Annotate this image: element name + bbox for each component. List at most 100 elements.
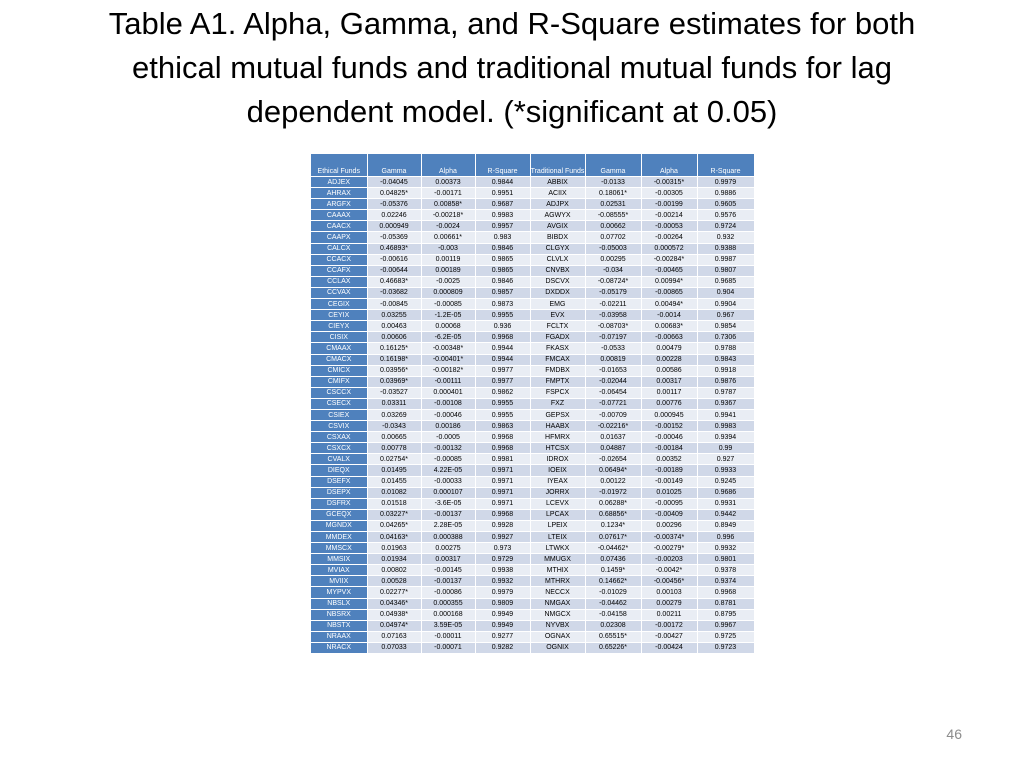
table-cell: 0.00994* — [641, 275, 698, 288]
table-cell: -0.03958 — [585, 309, 642, 321]
ethical-fund-cell: CSIEX — [311, 408, 368, 421]
table-cell: 0.9886 — [697, 187, 755, 199]
table-cell: 0.9979 — [475, 586, 531, 599]
table-cell: 0.46893* — [367, 242, 422, 255]
table-row: CSCCX -0.03527 0.000401 0.9862 FSPCX -0.06454… — [311, 386, 755, 399]
table-row: CMACX 0.16198* -0.00401* 0.9944 FMCAX 0.00819… — [311, 353, 755, 366]
table-cell: -0.00663 — [641, 331, 698, 343]
table-cell: 0.01495 — [367, 464, 422, 477]
table-cell: -0.07721 — [585, 397, 642, 410]
table-cell: -0.0014 — [641, 309, 698, 321]
ethical-fund-cell: CSXCX — [311, 442, 368, 454]
table-cell: 0.01025 — [641, 486, 698, 499]
table-cell: 0.9367 — [697, 397, 755, 410]
table-row: NBSTX 0.04974* 3.59E-05 0.9949 NYVBX 0.02308-… — [311, 619, 755, 632]
table-row: GCEQX 0.03227* -0.00137 0.9968 LPCAX 0.68856*… — [311, 508, 755, 521]
table-cell: FMDBX — [530, 364, 586, 377]
table-row: CEYIX 0.03255 -1.2E-05 0.9955 EVX -0.03958 -0.… — [311, 309, 755, 321]
table-cell: -0.05179 — [585, 286, 642, 299]
table-cell: 0.996 — [697, 530, 755, 543]
table-cell: 0.00186 — [421, 420, 476, 432]
ethical-fund-cell: DSFRX — [311, 497, 368, 510]
table-cell: 0.00661* — [421, 231, 476, 244]
ethical-fund-cell: MMSCX — [311, 542, 368, 554]
table-cell: 0.01934 — [367, 553, 422, 565]
table-cell: 0.00665 — [367, 431, 422, 443]
table-cell: HAABX — [530, 420, 586, 432]
table-cell: FMPTX — [530, 375, 586, 388]
table-cell: 0.8781 — [697, 597, 755, 610]
table-cell: OGNIX — [530, 641, 586, 654]
table-cell: -0.00401* — [421, 353, 476, 366]
table-cell: -0.0042* — [641, 564, 698, 576]
table-cell: 0.9971 — [475, 464, 531, 477]
ethical-fund-cell: NBSRX — [311, 608, 368, 621]
table-cell: 0.9788 — [697, 342, 755, 354]
table-cell: -0.00132 — [421, 442, 476, 454]
table-cell: 0.9967 — [697, 619, 755, 632]
ethical-fund-cell: CCLAX — [311, 275, 368, 288]
table-row: MGNDX 0.04265* 2.28E-05 0.9928 LPEIX 0.1234* 0… — [311, 519, 755, 532]
table-cell: 0.9378 — [697, 564, 755, 576]
table-cell: 3.59E-05 — [421, 619, 476, 632]
table-row: MVIAX 0.00802 -0.00145 0.9938 MTHIX 0.1459* -0… — [311, 564, 755, 576]
table-cell: 0.14662* — [585, 575, 642, 587]
table-cell: 0.04346* — [367, 597, 422, 610]
table-cell: 0.9928 — [475, 519, 531, 532]
column-header: R-Square — [697, 154, 755, 177]
table-cell: 0.973 — [475, 542, 531, 554]
table-cell: 0.000572 — [641, 242, 698, 255]
table-cell: -0.00071 — [421, 641, 476, 654]
table-row: CAACX 0.000949 -0.0024 0.9957 AVGIX 0.00662 -0… — [311, 220, 755, 232]
table-cell: 0.9968 — [475, 431, 531, 443]
table-cell: -0.00424 — [641, 641, 698, 654]
table-cell: 0.07163 — [367, 630, 422, 643]
ethical-fund-cell: MMDEX — [311, 530, 368, 543]
table-cell: 0.9968 — [475, 508, 531, 521]
table-cell: GEPSX — [530, 408, 586, 421]
table-cell: 0.02277* — [367, 586, 422, 599]
table-cell: NMGCX — [530, 608, 586, 621]
table-row: CCAFX -0.00644 0.00189 0.9865 CNVBX -0.034 -0.… — [311, 264, 755, 277]
table-cell: -6.2E-05 — [421, 331, 476, 343]
column-header: Gamma — [367, 154, 422, 177]
table-cell: 0.8949 — [697, 519, 755, 532]
table-cell: -0.00203 — [641, 553, 698, 565]
table-cell: 0.9854 — [697, 320, 755, 332]
table-cell: 0.9388 — [697, 242, 755, 255]
table-cell: 0.00373 — [421, 175, 476, 188]
table-cell: -0.0024 — [421, 220, 476, 232]
table-cell: 0.927 — [697, 453, 755, 465]
table-cell: 0.00778 — [367, 442, 422, 454]
table-header-row: Ethical Funds Gamma Alpha R-Square Tradition… — [311, 154, 755, 177]
table-cell: 0.46683* — [367, 275, 422, 288]
table-cell: 0.9729 — [475, 553, 531, 565]
table-cell: -0.00409 — [641, 508, 698, 521]
table-cell: -0.00172 — [641, 619, 698, 632]
table-cell: -0.00374* — [641, 530, 698, 543]
table-cell: MTHIX — [530, 564, 586, 576]
table-cell: 0.9862 — [475, 386, 531, 399]
table-cell: 0.9933 — [697, 464, 755, 477]
table-cell: -0.00709 — [585, 408, 642, 421]
table-cell: 0.9857 — [475, 286, 531, 299]
slide-title: Table A1. Alpha, Gamma, and R-Square est… — [108, 6, 916, 129]
table-cell: 0.000949 — [367, 220, 422, 232]
table-cell: -0.00865 — [641, 286, 698, 299]
table-cell: -0.00182* — [421, 364, 476, 377]
table-cell: -0.00279* — [641, 542, 698, 554]
table-cell: 0.9918 — [697, 364, 755, 377]
table-cell: 0.04887 — [585, 442, 642, 454]
table-cell: 0.00117 — [641, 386, 698, 399]
table-cell: 0.00528 — [367, 575, 422, 587]
table-cell: 0.9987 — [697, 253, 755, 266]
table-cell: -0.02216* — [585, 420, 642, 432]
table-cell: 0.9863 — [475, 420, 531, 432]
table-cell: NMGAX — [530, 597, 586, 610]
ethical-fund-cell: CSXAX — [311, 431, 368, 443]
table-cell: 0.9282 — [475, 641, 531, 654]
table-cell: JORRX — [530, 486, 586, 499]
table-cell: MMUGX — [530, 553, 586, 565]
table-cell: 0.00119 — [421, 253, 476, 266]
table-cell: 0.04825* — [367, 187, 422, 199]
